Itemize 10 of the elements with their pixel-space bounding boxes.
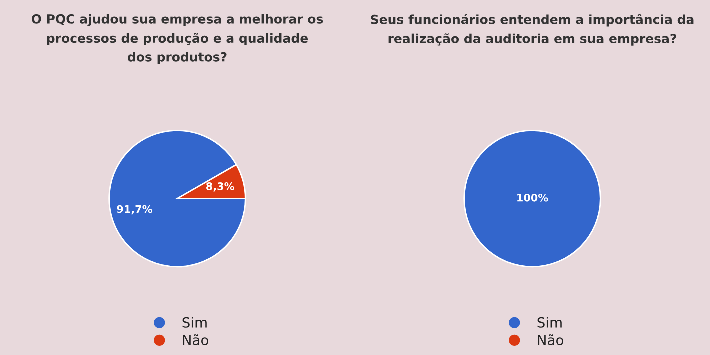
data-label: 91,7% — [117, 205, 152, 215]
legend-label: Não — [538, 334, 564, 346]
chart-title: Seus funcionários entendem a importância da realização da auditoria em sua empresa? — [371, 14, 694, 46]
legend-label: Sim — [538, 317, 562, 328]
legend-label: Sim — [182, 317, 207, 328]
chart-title: O PQC ajudou sua empresa a melhorar os processos de produção e a qualidade dos produtos? — [32, 14, 324, 64]
data-label: 100% — [518, 194, 548, 202]
data-label: 8,3% — [206, 182, 234, 192]
pie-slice — [108, 130, 246, 268]
legend-label: Não — [183, 334, 208, 346]
